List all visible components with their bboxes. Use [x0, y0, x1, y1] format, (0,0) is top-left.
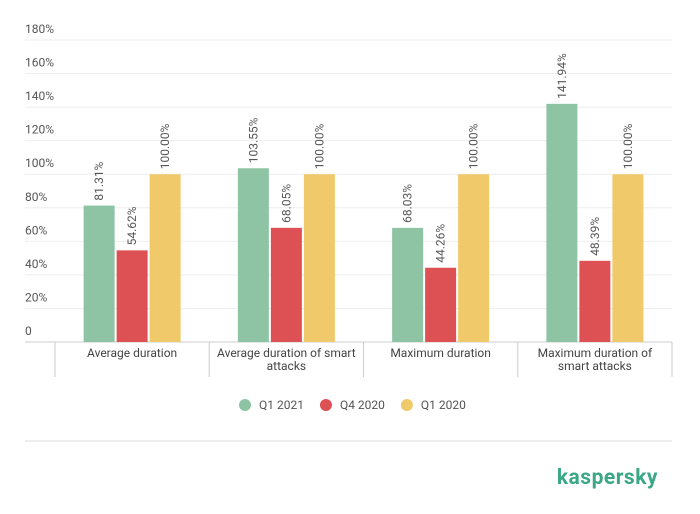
- y-tick-label: 100%: [25, 156, 54, 170]
- y-tick-label: 180%: [25, 22, 54, 36]
- bar: [612, 174, 644, 342]
- bar: [546, 103, 578, 342]
- bar: [270, 227, 302, 342]
- legend-label: Q1 2020: [421, 398, 466, 412]
- x-tick-label: Maximum duration of smart attacks: [537, 346, 653, 373]
- legend-label: Q4 2020: [340, 398, 385, 412]
- y-tick-label: 120%: [25, 123, 54, 137]
- x-tick-label: Average duration: [87, 346, 178, 360]
- legend-marker: [319, 399, 332, 411]
- value-label: 103.55%: [246, 117, 260, 163]
- value-label: 100.00%: [312, 123, 326, 169]
- value-label: 100.00%: [158, 123, 172, 169]
- x-tick-label: Average duration of smart attacks: [217, 346, 356, 373]
- y-tick-label: 20%: [25, 290, 47, 304]
- legend-marker: [400, 399, 413, 411]
- value-label: 81.31%: [92, 161, 106, 200]
- y-tick-label: 40%: [25, 257, 47, 271]
- bar: [458, 174, 490, 342]
- value-label: 48.39%: [588, 217, 602, 256]
- value-label: 68.05%: [279, 184, 293, 223]
- bar: [149, 174, 181, 342]
- x-tick-label: Maximum duration: [390, 346, 491, 360]
- value-label: 141.94%: [555, 53, 569, 99]
- bar: [237, 168, 269, 342]
- y-tick-label: 160%: [25, 56, 54, 70]
- brand-logo: kaspersky: [557, 466, 658, 490]
- bar: [303, 174, 335, 342]
- bar: [579, 260, 611, 342]
- bar: [392, 227, 424, 342]
- y-tick-label: 140%: [25, 89, 54, 103]
- legend-marker: [239, 399, 251, 411]
- y-tick-label: 60%: [25, 223, 47, 237]
- value-label: 100.00%: [467, 123, 481, 169]
- value-label: 54.62%: [125, 206, 139, 245]
- value-label: 100.00%: [621, 123, 635, 169]
- bar: [425, 267, 457, 342]
- legend-label: Q1 2021: [259, 398, 304, 412]
- value-label: 68.03%: [401, 184, 415, 223]
- value-label: 44.26%: [434, 224, 448, 263]
- bar: [83, 205, 115, 342]
- bar: [116, 250, 148, 342]
- y-tick-label: 80%: [25, 190, 47, 204]
- y-tick-label: 0: [25, 324, 32, 338]
